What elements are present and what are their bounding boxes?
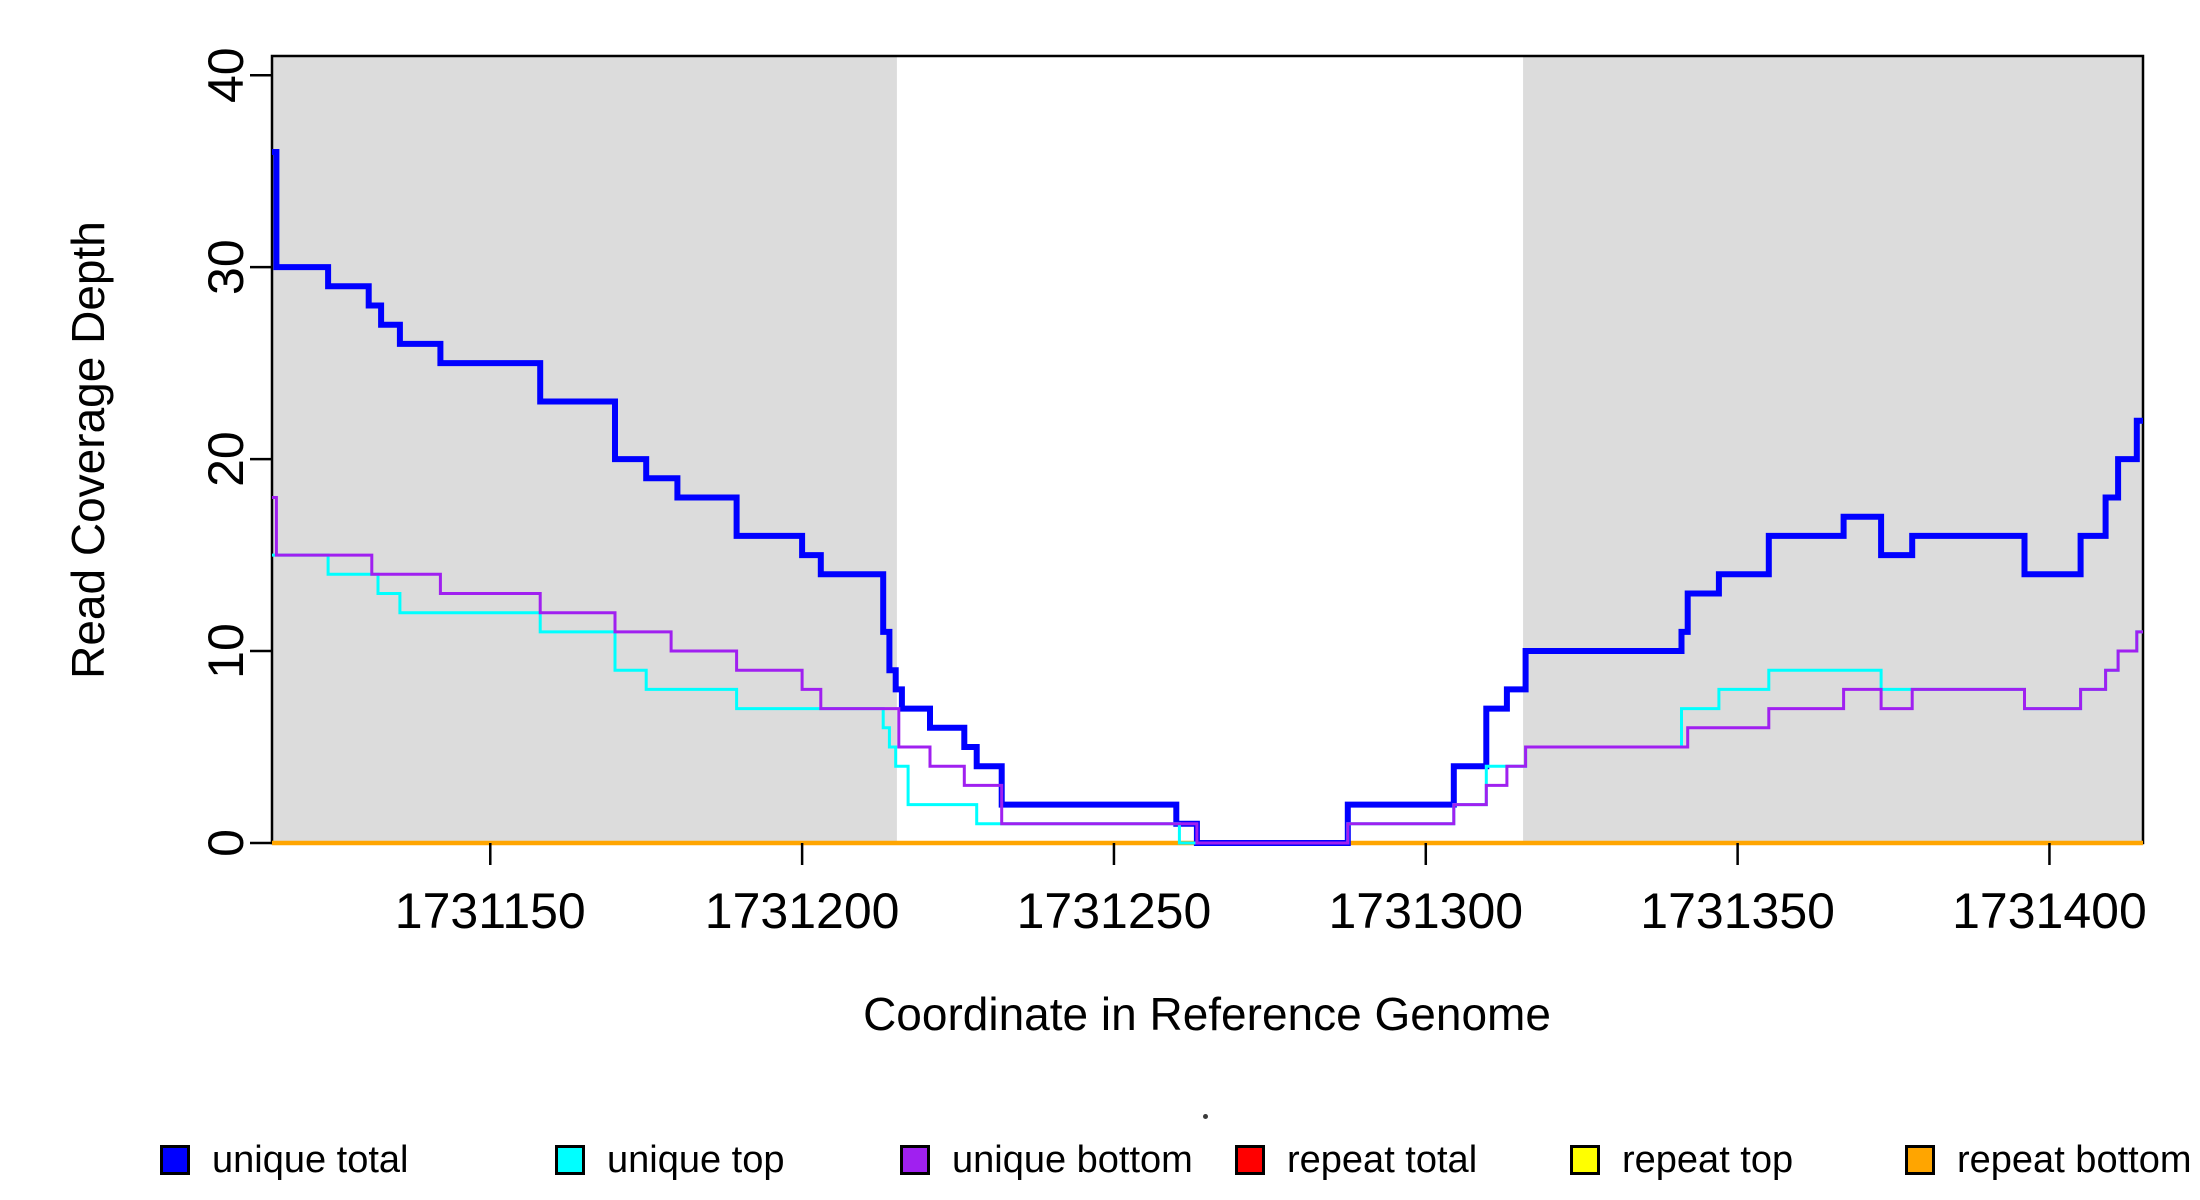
x-tick-label: 1731150 <box>395 883 586 939</box>
legend-item-repeat-bottom: repeat bottom <box>1905 1139 2192 1181</box>
y-tick-label: 30 <box>198 239 254 295</box>
legend-swatch-icon <box>1235 1145 1265 1175</box>
legend-swatch-icon <box>555 1145 585 1175</box>
shaded-region <box>1523 56 2143 843</box>
x-tick-label: 1731400 <box>1952 883 2147 939</box>
x-tick-label: 1731300 <box>1328 883 1523 939</box>
legend-label: repeat bottom <box>1957 1139 2192 1181</box>
legend-item-repeat-top: repeat top <box>1570 1139 1794 1181</box>
legend-item-unique-top: unique top <box>555 1139 785 1181</box>
stray-dot <box>1203 1114 1208 1119</box>
legend-item-unique-total: unique total <box>160 1139 409 1181</box>
y-tick-label: 10 <box>198 623 254 679</box>
legend-swatch-icon <box>160 1145 190 1175</box>
x-tick-label: 1731200 <box>705 883 900 939</box>
legend-item-unique-bottom: unique bottom <box>900 1139 1193 1181</box>
series-unique-total <box>272 149 2143 846</box>
legend-label: repeat total <box>1287 1139 1478 1181</box>
legend-swatch-icon <box>1905 1145 1935 1175</box>
x-axis-ticks: 1731150 1731200 1731250 1731300 1731350 17314… <box>395 843 2147 939</box>
y-axis-title: Read Coverage Depth <box>62 221 114 679</box>
y-axis-ticks: 0 10 20 30 40 <box>198 47 272 857</box>
legend-label: unique bottom <box>952 1139 1193 1181</box>
legend-label: unique total <box>212 1139 409 1181</box>
legend-label: repeat top <box>1622 1139 1794 1181</box>
legend-swatch-icon <box>1570 1145 1600 1175</box>
x-axis-title: Coordinate in Reference Genome <box>863 988 1551 1040</box>
legend-label: unique top <box>607 1139 785 1181</box>
y-tick-label: 40 <box>198 47 254 103</box>
x-tick-label: 1731250 <box>1017 883 1212 939</box>
shaded-region <box>272 56 897 843</box>
series-unique-bottom <box>272 496 2143 845</box>
x-tick-label: 1731350 <box>1640 883 1835 939</box>
y-tick-label: 0 <box>198 829 254 857</box>
legend-swatch-icon <box>900 1145 930 1175</box>
legend-item-repeat-total: repeat total <box>1235 1139 1478 1181</box>
y-tick-label: 20 <box>198 431 254 487</box>
